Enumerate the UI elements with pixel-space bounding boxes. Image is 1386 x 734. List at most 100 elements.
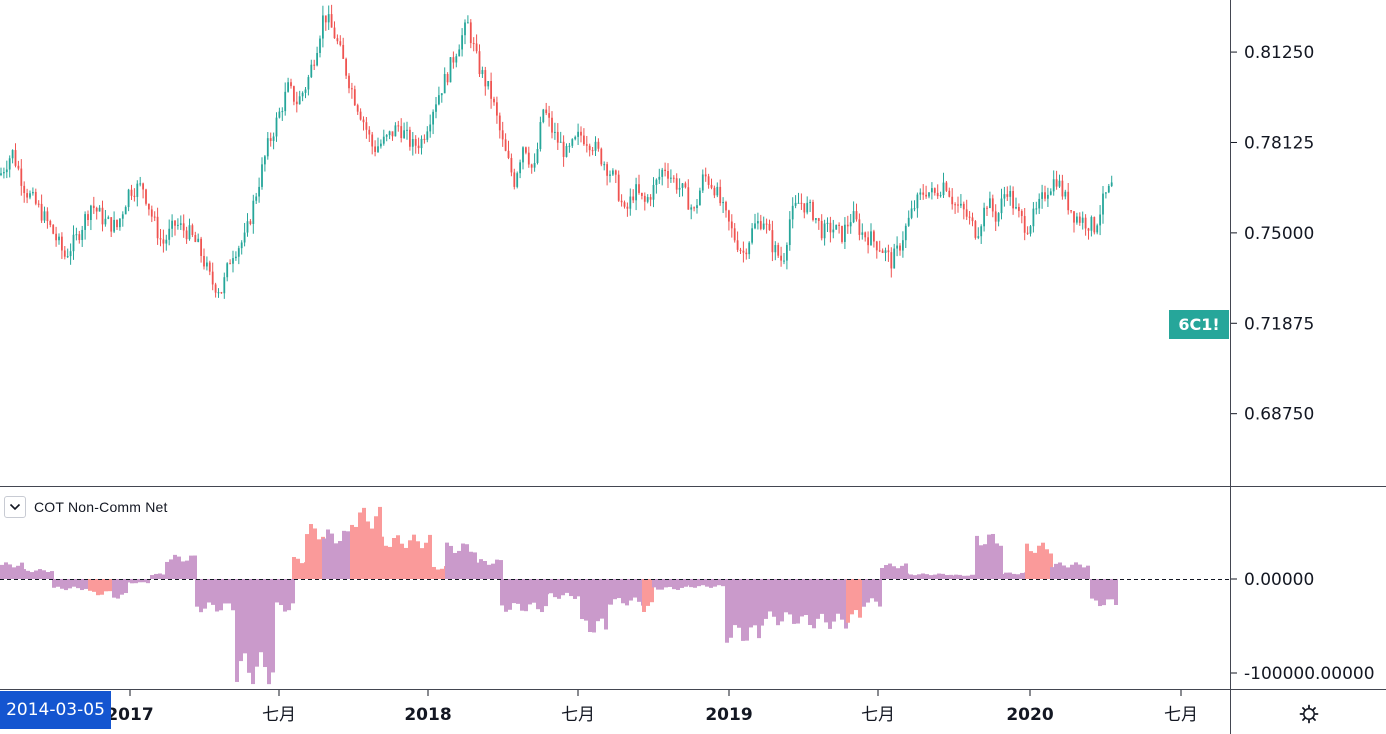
cot-bar xyxy=(874,579,878,602)
candle-body xyxy=(417,145,420,149)
cot-bar xyxy=(605,579,609,605)
candle-body xyxy=(838,224,840,226)
cot-bar xyxy=(408,540,412,579)
candle-body xyxy=(794,202,797,206)
gear-icon[interactable] xyxy=(1298,703,1320,725)
candle-body xyxy=(165,239,168,244)
cot-bar xyxy=(1050,567,1054,579)
cot-bar xyxy=(38,569,42,579)
cot-bar xyxy=(366,521,370,579)
candle-body xyxy=(600,148,603,165)
cot-bar xyxy=(854,579,858,611)
candle-body xyxy=(113,219,115,232)
candle-body xyxy=(330,14,333,28)
candle-body xyxy=(478,51,481,75)
candle-body xyxy=(40,203,43,221)
cot-bar xyxy=(146,579,150,584)
cot-bar xyxy=(354,526,358,579)
cot-bar xyxy=(1058,562,1062,579)
candle-body xyxy=(426,131,429,140)
candle-body xyxy=(95,208,98,212)
candle-body xyxy=(1035,208,1038,210)
cot-bar xyxy=(26,570,30,579)
time-axis[interactable]: 2017 七月 2018 七月 2019 七月 2020 七月 xyxy=(106,690,1198,725)
cot-bar xyxy=(878,579,882,607)
cot-bar xyxy=(243,579,247,654)
cot-bar xyxy=(195,579,199,607)
candle-body xyxy=(757,221,759,224)
cot-bar xyxy=(812,579,816,629)
candle-body xyxy=(655,179,658,185)
candle-body xyxy=(1006,194,1009,197)
cot-bar xyxy=(617,579,621,599)
cot-bar xyxy=(625,579,629,606)
candle-body xyxy=(571,139,574,146)
cot-bar xyxy=(858,579,862,618)
candle-body xyxy=(449,57,452,83)
cot-bar xyxy=(150,575,154,579)
candle-body xyxy=(614,170,617,175)
candle-body xyxy=(580,131,582,136)
cot-bar xyxy=(925,574,929,579)
candle-body xyxy=(316,52,318,66)
candle-body xyxy=(574,136,577,140)
cot-bar xyxy=(633,579,637,598)
cot-bar xyxy=(130,579,134,584)
cot-bar xyxy=(108,579,112,592)
candle-body xyxy=(32,191,34,194)
symbol-price-badge: 6C1! xyxy=(1169,310,1229,339)
indicator-axis[interactable]: 0.00000 -100000.00000 xyxy=(1231,570,1375,684)
cot-bar xyxy=(954,574,958,579)
cot-bar xyxy=(656,579,660,590)
candle-body xyxy=(249,221,252,224)
cot-bar xyxy=(1098,579,1102,607)
candle-body xyxy=(1090,217,1093,231)
candle-body xyxy=(220,292,223,294)
candle-body xyxy=(177,224,179,226)
candle-body xyxy=(1012,191,1014,209)
candle-body xyxy=(542,109,545,123)
cot-bar xyxy=(483,561,487,579)
candle-body xyxy=(264,156,266,165)
cot-bar xyxy=(820,579,824,614)
time-tick-label: 2017 xyxy=(106,705,153,725)
candle-body xyxy=(194,235,197,242)
cot-bar xyxy=(12,567,16,579)
cot-bar xyxy=(741,579,745,641)
candle-body xyxy=(69,251,72,257)
candle-body xyxy=(681,183,684,188)
cot-bar xyxy=(1049,553,1053,579)
candle-body xyxy=(928,192,930,197)
candle-body xyxy=(658,176,661,180)
candle-body xyxy=(710,184,713,188)
cot-bar xyxy=(729,579,733,638)
candle-body xyxy=(98,207,101,212)
candle-body xyxy=(452,57,455,63)
cot-bar xyxy=(211,579,215,605)
cot-bar xyxy=(650,579,654,603)
candle-body xyxy=(545,109,548,114)
cot-bar xyxy=(1033,552,1037,579)
candle-body xyxy=(667,171,669,179)
chevron-down-icon[interactable] xyxy=(4,496,26,518)
price-tick-label: 0.81250 xyxy=(1244,43,1314,63)
cot-bar xyxy=(1082,567,1086,579)
cot-bar xyxy=(50,571,54,579)
cot-bar xyxy=(1008,572,1012,579)
cot-bar xyxy=(1090,579,1094,599)
candle-body xyxy=(693,207,695,209)
candle-body xyxy=(707,176,710,185)
candle-body xyxy=(356,105,359,112)
cot-bar xyxy=(816,579,820,619)
cot-bar xyxy=(420,548,424,579)
cot-bar xyxy=(1086,565,1090,579)
cot-bar xyxy=(540,579,544,613)
candle-body xyxy=(670,177,672,179)
cot-bar xyxy=(239,579,243,662)
candle-body xyxy=(1058,180,1061,187)
price-axis[interactable]: 0.81250 0.78125 0.75000 0.71875 0.68750 xyxy=(1231,43,1314,425)
cot-bar xyxy=(804,579,808,616)
candle-body xyxy=(226,263,229,278)
candle-body xyxy=(185,230,188,240)
